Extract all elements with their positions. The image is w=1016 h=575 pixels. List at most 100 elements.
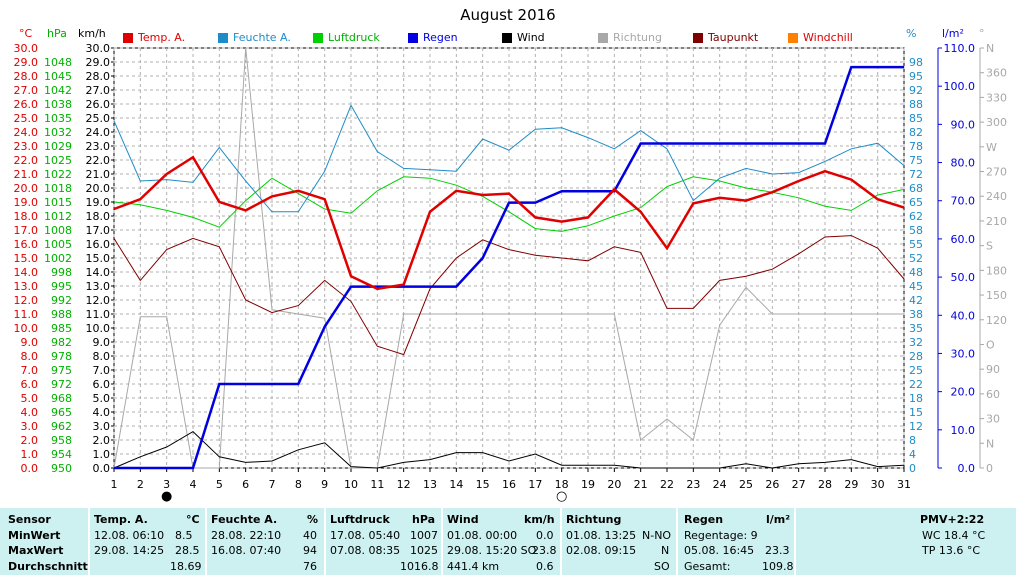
humidity-tick-label: 42 — [909, 294, 923, 307]
x-tick-label: 16 — [502, 478, 516, 491]
wind-max-time: 29.08. 15:20 SO — [447, 544, 537, 557]
wind-tick-label: 8.0 — [93, 350, 111, 363]
pressure-tick-label: 1045 — [44, 70, 72, 83]
temp-tick-label: 22.0 — [14, 154, 39, 167]
legend-item-windchill[interactable]: Windchill — [788, 31, 853, 45]
humidity-tick-label: 18 — [909, 392, 923, 405]
legend-item-pressure[interactable]: Luftdruck — [313, 31, 380, 45]
x-tick-label: 13 — [423, 478, 437, 491]
humidity-tick-label: 35 — [909, 322, 923, 335]
temp-tick-label: 10.0 — [14, 322, 39, 335]
wind-tick-label: 4.0 — [93, 406, 111, 419]
series-line-feuchte-a- — [113, 104, 905, 213]
direction-tick-label: 270 — [986, 166, 1007, 179]
direction-tick-label: 210 — [986, 215, 1007, 228]
legend-swatch — [313, 33, 323, 43]
wind-tick-label: 27.0 — [86, 84, 111, 97]
wind-tick-label: 19.0 — [86, 196, 111, 209]
direction-unit: ° — [979, 27, 985, 40]
humidity-tick-label: 4 — [909, 448, 916, 461]
temp-max-time: 29.08. 14:25 — [94, 544, 165, 557]
legend-item-humidity[interactable]: Feuchte A. — [218, 31, 291, 45]
wind-tick-label: 9.0 — [93, 336, 111, 349]
series-line-richtung — [113, 47, 904, 469]
col-temp: Temp. A. °C 12.08. 06:10 8.5 29.08. 14:2… — [94, 508, 202, 575]
pressure-tick-label: 1008 — [44, 224, 72, 237]
wind-tick-label: 10.0 — [86, 322, 111, 335]
legend-item-direction[interactable]: Richtung — [598, 31, 662, 45]
x-tick-label: 24 — [713, 478, 727, 491]
pressure-unit: hPa — [47, 27, 67, 40]
temp-tick-label: 18.0 — [14, 210, 39, 223]
humidity-tick-label: 48 — [909, 266, 923, 279]
col-wind: Wind km/h 01.08. 00:00 0.0 29.08. 15:20 … — [447, 508, 557, 575]
temp-tick-label: 1.0 — [21, 448, 39, 461]
legend-item-wind[interactable]: Wind — [502, 31, 545, 45]
wind-tick-label: 16.0 — [86, 238, 111, 251]
wind-distance: 441.4 km — [447, 560, 500, 573]
humidity-tick-label: 98 — [909, 56, 923, 69]
legend-label: Luftdruck — [328, 31, 380, 44]
rain-total-label: Gesamt: — [684, 560, 731, 573]
rain-total-value: 109.8 — [762, 560, 794, 573]
temp-tick-label: 6.0 — [21, 378, 39, 391]
humidity-tick-label: 25 — [909, 364, 923, 377]
legend-label: Windchill — [803, 31, 853, 44]
wind-tick-label: 26.0 — [86, 98, 111, 111]
x-tick-label: 1 — [111, 478, 118, 491]
legend-label: Taupunkt — [708, 31, 759, 44]
legend-item-dewpoint[interactable]: Taupunkt — [693, 31, 758, 45]
humidity-tick-label: 75 — [909, 154, 923, 167]
pressure-tick-label: 1038 — [44, 98, 72, 111]
legend-swatch — [502, 33, 512, 43]
humidity-tick-label: 32 — [909, 336, 923, 349]
series-line-wind — [113, 430, 905, 469]
wind-tick-label: 3.0 — [93, 420, 111, 433]
humidity-unit: % — [906, 27, 917, 40]
temp-tick-label: 24.0 — [14, 126, 39, 139]
pressure-tick-label: 982 — [51, 336, 72, 349]
wind-min-time: 01.08. 00:00 — [447, 529, 518, 542]
humidity-tick-label: 88 — [909, 98, 923, 111]
legend-swatch — [123, 33, 133, 43]
row-max-label: MaxWert — [8, 544, 64, 557]
wind-max-value: 23.8 — [532, 544, 557, 557]
humidity-tick-label: 38 — [909, 308, 923, 321]
dir-min-time: 01.08. 13:25 — [566, 529, 637, 542]
rain-tick-label: 90.0 — [951, 118, 976, 131]
humidity-tick-label: 68 — [909, 182, 923, 195]
x-tick-label: 27 — [792, 478, 806, 491]
humidity-tick-label: 65 — [909, 196, 923, 209]
x-tick-label: 30 — [871, 478, 885, 491]
pressure-tick-label: 1048 — [44, 56, 72, 69]
x-tick-label: 14 — [449, 478, 463, 491]
pressure-tick-label: 1042 — [44, 84, 72, 97]
x-tick-label: 5 — [216, 478, 223, 491]
pressure-tick-label: 1015 — [44, 196, 72, 209]
rain-tick-label: 50.0 — [951, 271, 976, 284]
humidity-tick-label: 45 — [909, 280, 923, 293]
humidity-tick-label: 52 — [909, 252, 923, 265]
pmv-header: PMV+2:22 — [920, 513, 985, 526]
wind-tick-label: 5.0 — [93, 392, 111, 405]
x-tick-label: 8 — [295, 478, 302, 491]
temp-avg-value: 18.69 — [170, 560, 202, 573]
hum-max-value: 94 — [303, 544, 317, 557]
chart-title: August 2016 — [460, 6, 556, 24]
direction-tick-label: W — [986, 141, 997, 154]
direction-tick-label: 240 — [986, 190, 1007, 203]
temp-min-time: 12.08. 06:10 — [94, 529, 165, 542]
wind-tick-label: 13.0 — [86, 280, 111, 293]
wind-tick-label: 2.0 — [93, 434, 111, 447]
x-tick-label: 4 — [190, 478, 197, 491]
pressure-tick-label: 995 — [51, 280, 72, 293]
pressure-tick-label: 978 — [51, 350, 72, 363]
legend-item-temp[interactable]: Temp. A. — [123, 31, 185, 45]
legend-item-rain[interactable]: Regen — [408, 31, 458, 45]
press-avg-value: 1016.8 — [400, 560, 439, 573]
legend-label: Wind — [517, 31, 545, 44]
humidity-tick-label: 85 — [909, 112, 923, 125]
col-direction: Richtung 01.08. 13:25 N-NO 02.08. 09:15 … — [566, 508, 672, 575]
direction-tick-label: 30 — [986, 413, 1000, 426]
humidity-tick-label: 55 — [909, 238, 923, 251]
